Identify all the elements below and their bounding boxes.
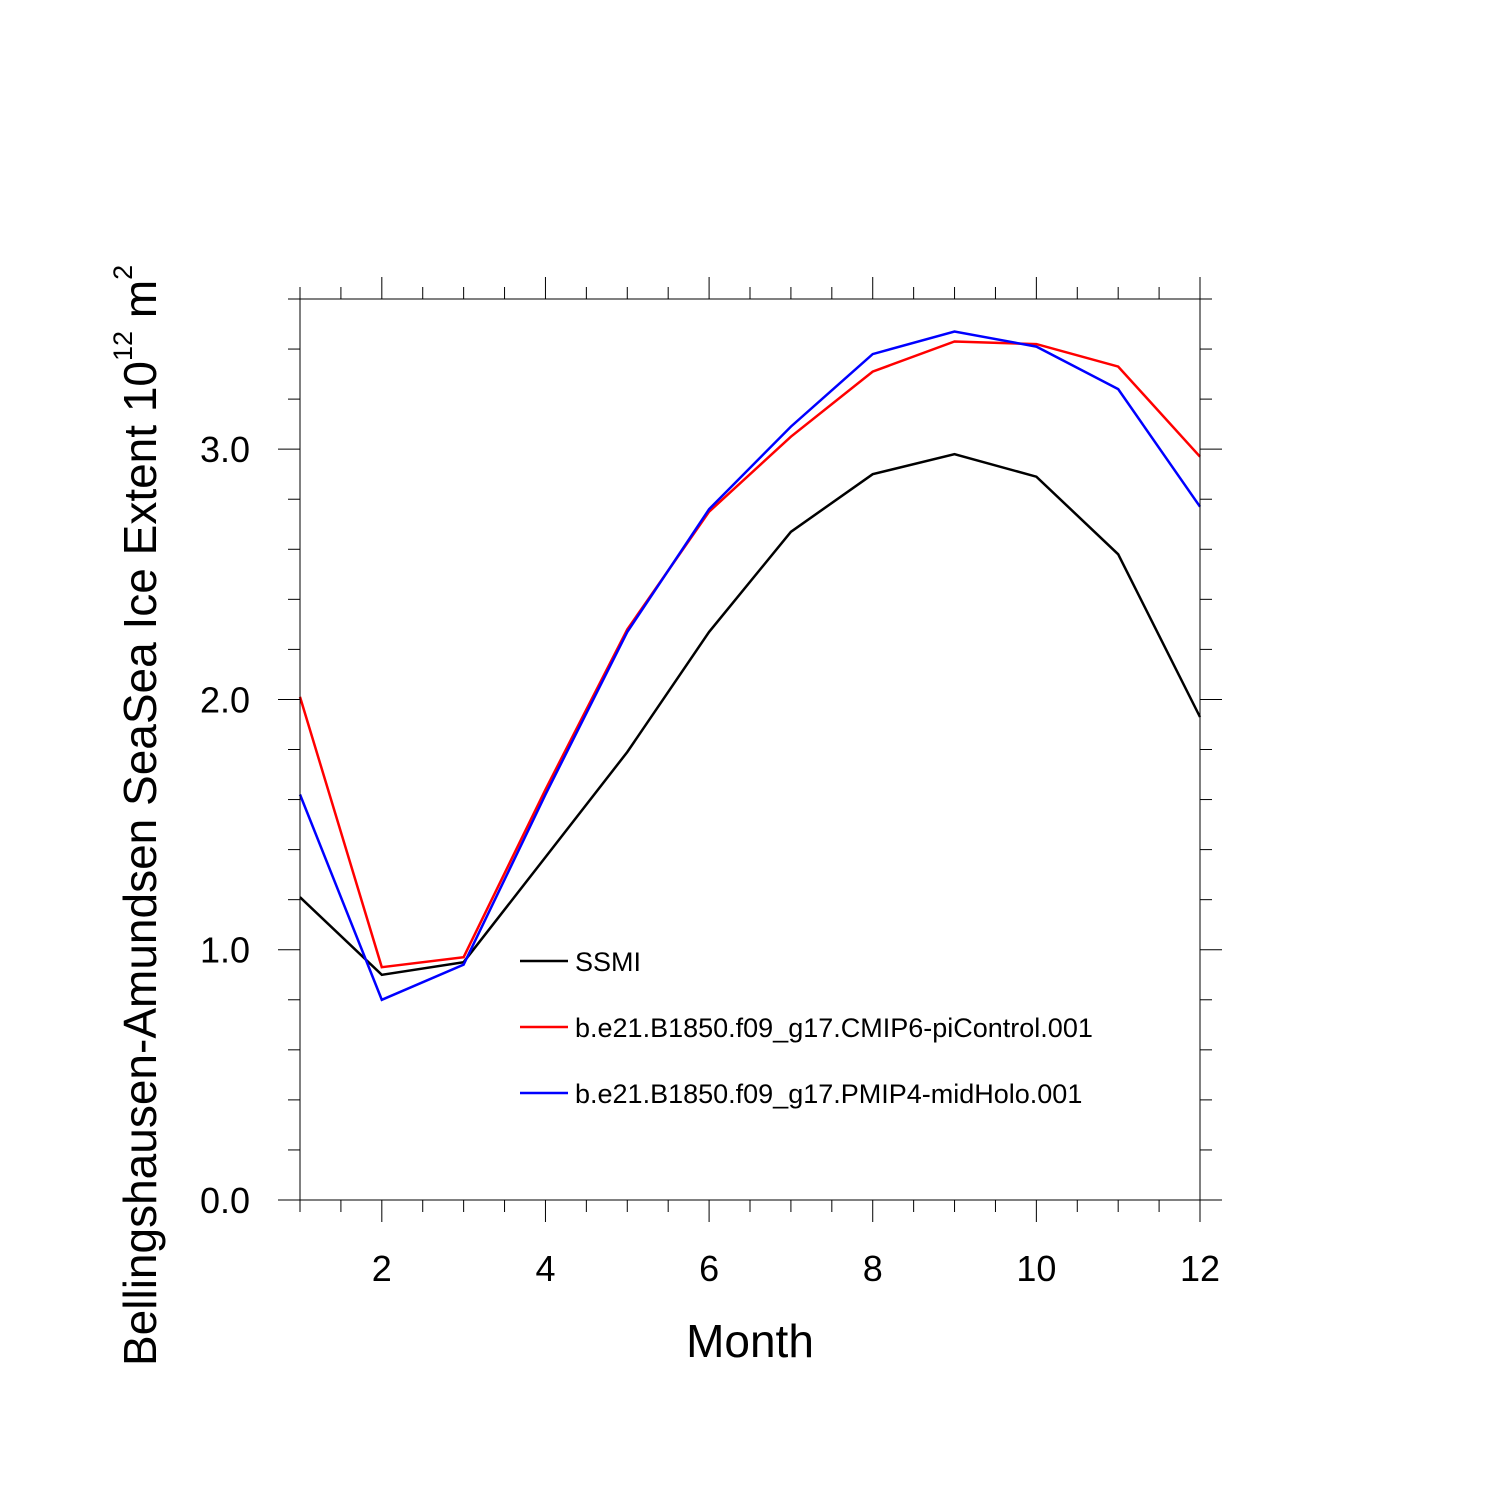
y-tick-label: 1.0	[200, 930, 250, 971]
minor-ticks	[288, 287, 1212, 1212]
series-lines	[298, 330, 1202, 1002]
x-axis-label: Month	[686, 1315, 814, 1367]
x-tick-label: 4	[535, 1248, 555, 1289]
y-axis-label-text: Bellingshausen-Amundsen SeaSea Ice Exten…	[114, 361, 166, 1366]
legend-label: SSMI	[575, 947, 641, 977]
x-tick-label: 10	[1016, 1248, 1056, 1289]
x-tick-label: 2	[372, 1248, 392, 1289]
x-tick-label: 12	[1180, 1248, 1220, 1289]
series-line-3	[298, 330, 1202, 1002]
x-tick-label: 6	[699, 1248, 719, 1289]
legend-label: b.e21.B1850.f09_g17.CMIP6-piControl.001	[575, 1013, 1093, 1043]
x-tick-label: 8	[863, 1248, 883, 1289]
y-tick-label: 3.0	[200, 429, 250, 470]
plot-frame	[299, 298, 1201, 1201]
y-tick-label: 2.0	[200, 679, 250, 720]
major-ticks	[278, 277, 1222, 1222]
legend: SSMI b.e21.B1850.f09_g17.CMIP6-piControl.…	[520, 947, 1093, 1109]
y-axis-label-exponent: 12	[108, 331, 138, 361]
y-axis-label-unit-exponent: 2	[108, 265, 138, 280]
y-tick-label: 0.0	[200, 1180, 250, 1221]
legend-label: b.e21.B1850.f09_g17.PMIP4-midHolo.001	[575, 1079, 1082, 1109]
y-axis-label: Bellingshausen-Amundsen SeaSea Ice Exten…	[108, 265, 166, 1366]
series-line-2	[298, 340, 1201, 969]
tick-labels: 2 4 6 8 10 12 0.0 1.0 2.0 3.0	[200, 429, 1220, 1289]
y-axis-label-unit: m	[114, 280, 166, 331]
series-line-1	[299, 452, 1202, 977]
